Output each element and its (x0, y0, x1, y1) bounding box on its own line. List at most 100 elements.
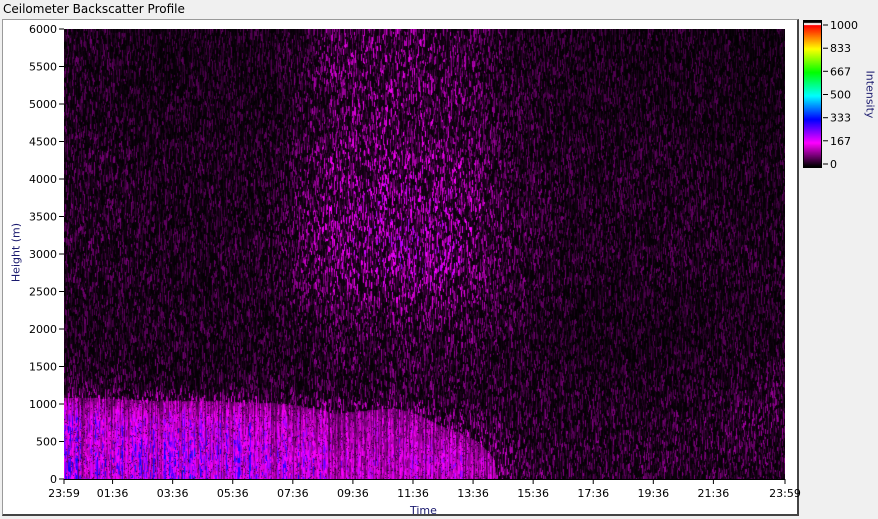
heatmap-cell (124, 292, 184, 330)
heatmap-cell (425, 329, 485, 367)
heatmap-cell (665, 404, 725, 442)
heatmap-cell (545, 142, 605, 180)
heatmap-cell (485, 254, 545, 292)
heatmap-cell (725, 104, 785, 142)
heatmap-cell (64, 29, 124, 67)
heatmap-cell (605, 329, 665, 367)
heatmap-cell (364, 292, 424, 330)
y-tick-label: 2500 (29, 286, 57, 299)
colorbar-tick-label: 500 (830, 89, 851, 102)
heatmap-cell (124, 217, 184, 255)
heatmap-cell (605, 292, 665, 330)
heatmap-cell (304, 217, 364, 255)
heatmap-cell (605, 442, 665, 480)
x-tick-label: 17:36 (577, 487, 609, 500)
x-axis-label: Time (410, 504, 437, 517)
heatmap-cell (725, 179, 785, 217)
heatmap-cell (64, 292, 124, 330)
colorbar-tick-label: 833 (830, 42, 851, 55)
heatmap-cell (244, 367, 304, 405)
heatmap-cell (485, 104, 545, 142)
heatmap-cell (364, 254, 424, 292)
chart-title: Ceilometer Backscatter Profile (3, 2, 185, 16)
heatmap-cell (184, 254, 244, 292)
y-tick-label: 1500 (29, 361, 57, 374)
y-tick-label: 2000 (29, 323, 57, 336)
heatmap-cell (124, 179, 184, 217)
heatmap-cell (184, 142, 244, 180)
heatmap-cell (124, 254, 184, 292)
heatmap-cell (545, 292, 605, 330)
x-tick-label: 09:36 (337, 487, 369, 500)
heatmap-cell (665, 142, 725, 180)
heatmap-cell (244, 442, 304, 480)
heatmap-cell (665, 104, 725, 142)
x-tick-label: 11:36 (397, 487, 429, 500)
heatmap-cell (184, 67, 244, 105)
y-tick-label: 5500 (29, 61, 57, 74)
x-tick-label: 03:36 (157, 487, 189, 500)
x-tick-label: 15:36 (517, 487, 549, 500)
y-tick-label: 6000 (29, 23, 57, 36)
heatmap-cell (64, 329, 124, 367)
heatmap-cell (124, 104, 184, 142)
x-tick-label: 05:36 (217, 487, 249, 500)
heatmap-cell (64, 67, 124, 105)
heatmap-cell (605, 179, 665, 217)
heatmap-cell (725, 29, 785, 67)
heatmap-cell (725, 367, 785, 405)
heatmap-cell (244, 292, 304, 330)
heatmap-cell (425, 67, 485, 105)
heatmap-cell (364, 442, 424, 480)
heatmap-cell (665, 367, 725, 405)
heatmap-cell (64, 404, 124, 442)
y-tick-label: 1000 (29, 398, 57, 411)
heatmap-cell (425, 179, 485, 217)
x-tick-label: 23:59 (769, 487, 801, 500)
heatmap-cell (605, 404, 665, 442)
y-tick-label: 3500 (29, 211, 57, 224)
heatmap-cell (64, 367, 124, 405)
heatmap-cell (184, 292, 244, 330)
heatmap-cell (485, 404, 545, 442)
heatmap-cell (485, 142, 545, 180)
heatmap-cell (64, 142, 124, 180)
heatmap-cell (244, 404, 304, 442)
heatmap-cell (364, 404, 424, 442)
heatmap-cell (64, 442, 124, 480)
heatmap-cell (545, 67, 605, 105)
heatmap-cell (545, 254, 605, 292)
heatmap-cell (364, 179, 424, 217)
heatmap-cell (425, 29, 485, 67)
heatmap-plot[interactable] (64, 29, 785, 479)
heatmap-cell (244, 254, 304, 292)
heatmap-cell (665, 179, 725, 217)
heatmap-cell (124, 67, 184, 105)
heatmap-cell (425, 404, 485, 442)
colorbar-tick-label: 0 (830, 158, 837, 171)
heatmap-cell (605, 29, 665, 67)
heatmap-cell (304, 254, 364, 292)
heatmap-cell (485, 329, 545, 367)
heatmap-cell (485, 367, 545, 405)
heatmap-cell (725, 442, 785, 480)
heatmap-cell (485, 217, 545, 255)
heatmap-cell (64, 179, 124, 217)
heatmap-cell (425, 292, 485, 330)
heatmap-cell (605, 67, 665, 105)
y-tick-label: 4500 (29, 136, 57, 149)
heatmap-cell (184, 217, 244, 255)
heatmap-cell (665, 329, 725, 367)
heatmap-cell (665, 292, 725, 330)
heatmap-cell (304, 179, 364, 217)
heatmap-cell (244, 67, 304, 105)
heatmap-cell (184, 29, 244, 67)
heatmap-cell (605, 217, 665, 255)
heatmap-cell (304, 404, 364, 442)
heatmap-cell (725, 217, 785, 255)
heatmap-cell (304, 67, 364, 105)
heatmap-cell (124, 29, 184, 67)
y-tick-label: 500 (36, 436, 57, 449)
x-tick-label: 23:59 (48, 487, 80, 500)
